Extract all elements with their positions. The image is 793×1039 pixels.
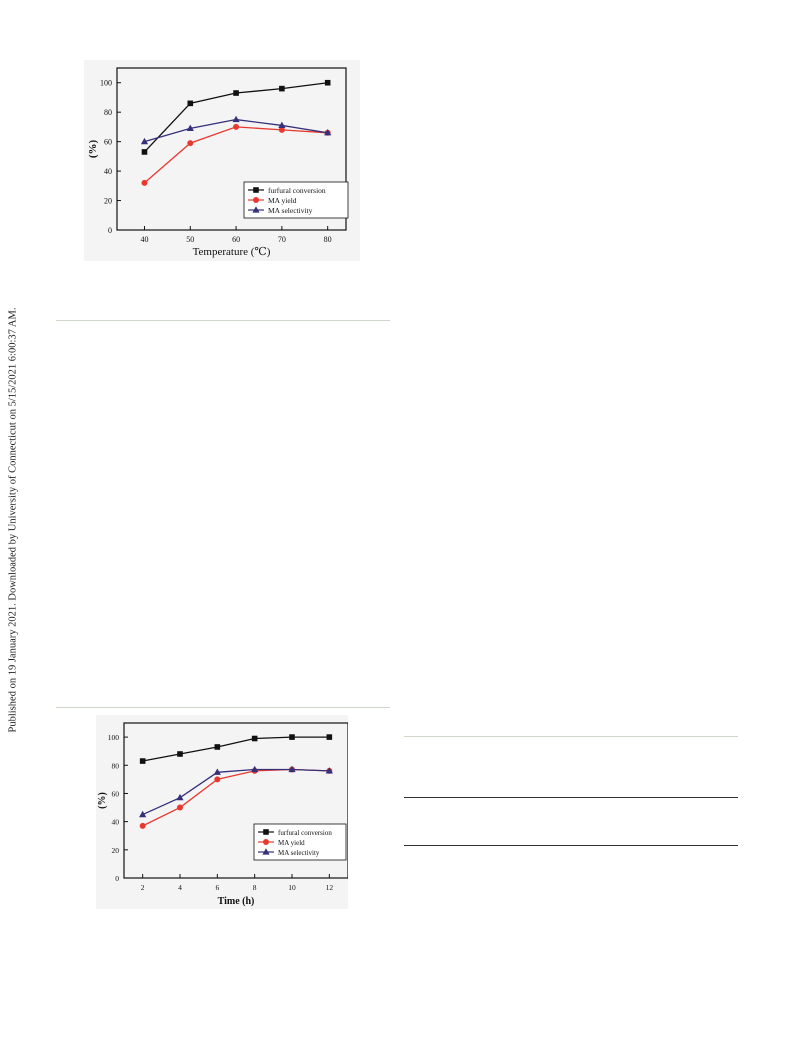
data-point: [141, 149, 148, 155]
legend-marker: [262, 848, 270, 855]
x-tick-label: 50: [186, 235, 194, 244]
data-point: [326, 734, 333, 740]
y-tick-label: 20: [112, 846, 120, 855]
x-tick-label: 2: [141, 883, 145, 892]
y-tick-label: 100: [108, 733, 120, 742]
section-divider: [56, 320, 390, 321]
series-circle: [141, 123, 331, 186]
x-tick-label: 12: [326, 883, 334, 892]
series-line: [142, 768, 330, 827]
y-axis-label: (%): [97, 792, 108, 809]
data-point: [139, 758, 146, 764]
data-point: [177, 804, 183, 811]
data-point: [251, 735, 258, 742]
series-line: [142, 768, 330, 816]
data-point: [289, 734, 295, 740]
legend-marker: [263, 829, 269, 835]
y-tick-label: 80: [112, 761, 120, 770]
data-point: [139, 810, 147, 818]
chart-temperature: 0 20 40 60 80 100 40 50 60 70 80 Temperature (℃) (%)…: [87, 67, 349, 258]
data-point: [324, 79, 331, 86]
data-point: [177, 751, 183, 757]
legend-marker: [253, 187, 259, 193]
data-point: [232, 115, 240, 123]
x-tick-label: 70: [278, 235, 286, 244]
y-tick-label: 40: [112, 818, 120, 827]
chart-time: 0 20 40 60 80 100 2 4 6 8 10 12 Time (h) (%) furfural …: [97, 722, 348, 907]
series-square: [139, 734, 333, 764]
series-line: [142, 736, 330, 762]
y-axis-label: (%): [87, 140, 99, 159]
table-bottom-rule: [404, 845, 738, 846]
data-point: [278, 126, 285, 133]
data-point: [214, 776, 221, 783]
data-point: [251, 765, 259, 773]
series-triangle: [140, 115, 332, 145]
legend: furfural conversion MA yield MA selectivit…: [253, 823, 347, 861]
data-point: [288, 765, 296, 773]
section-divider: [56, 707, 390, 708]
x-tick-label: 10: [288, 883, 296, 892]
data-point: [176, 793, 184, 801]
table-header-rule: [404, 797, 738, 798]
legend-marker: [263, 839, 269, 845]
x-tick-label: 6: [215, 883, 219, 892]
figure-temperature-effect: 0 20 40 60 80 100 40 50 60 70 80 Temperature (℃) (%)…: [84, 60, 360, 261]
data-point: [324, 129, 332, 136]
y-tick-label: 20: [104, 197, 112, 206]
data-point: [139, 822, 146, 829]
legend-label: furfural conversion: [278, 829, 332, 837]
y-tick-label: 100: [100, 79, 112, 88]
data-point: [278, 121, 286, 129]
data-point: [187, 140, 194, 147]
data-point: [140, 137, 149, 145]
legend-label: MA yield: [268, 196, 297, 205]
y-tick-label: 60: [104, 138, 112, 147]
x-tick-label: 40: [140, 235, 148, 244]
legend-label: MA selectivity: [278, 849, 320, 857]
x-tick-label: 80: [324, 235, 332, 244]
data-point: [325, 767, 333, 774]
data-point: [186, 124, 194, 131]
legend-label: MA yield: [278, 839, 305, 847]
series-circle: [139, 766, 333, 829]
y-tick-label: 0: [108, 226, 112, 235]
data-point: [214, 744, 221, 750]
plot-frame: [116, 67, 347, 231]
data-point: [233, 123, 240, 130]
table-top-rule: [404, 736, 738, 737]
y-tick-label: 80: [104, 108, 112, 117]
legend-label: furfural conversion: [268, 186, 326, 195]
series-triangle: [139, 765, 333, 818]
data-point: [187, 100, 194, 107]
x-tick-label: 60: [232, 235, 240, 244]
series-line: [144, 126, 328, 184]
data-point: [279, 85, 285, 92]
series-square: [141, 79, 331, 155]
y-tick-label: 0: [115, 874, 119, 883]
y-tick-label: 60: [112, 789, 120, 798]
legend-label: MA selectivity: [268, 206, 313, 215]
x-tick-label: 4: [178, 883, 182, 892]
plot-frame: [123, 722, 348, 879]
data-point: [213, 768, 221, 775]
x-axis-label: Temperature (℃): [193, 246, 271, 258]
download-notice-text: Published on 19 January 2021. Downloaded…: [7, 307, 19, 733]
legend-marker: [252, 206, 260, 213]
y-tick-label: 40: [104, 167, 112, 176]
figure-time-effect: 0 20 40 60 80 100 2 4 6 8 10 12 Time (h) (%) furfural …: [96, 715, 348, 909]
legend-marker: [253, 197, 259, 203]
x-axis-label: Time (h): [218, 896, 255, 907]
data-point: [141, 179, 148, 186]
x-tick-label: 8: [253, 883, 257, 892]
data-point: [233, 90, 239, 96]
